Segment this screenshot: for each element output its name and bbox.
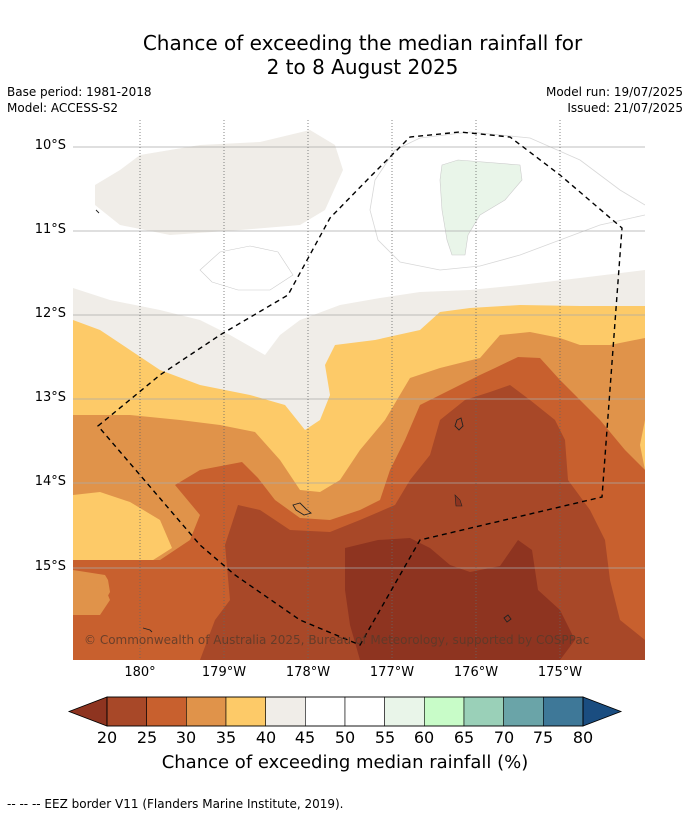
lat-label: 11°S — [34, 222, 66, 237]
model-run-text: Model run: 19/07/2025 — [545, 85, 683, 99]
eez-border — [97, 131, 623, 646]
colorbar-tick-label: 75 — [532, 728, 554, 747]
colorbar-tick-label: 20 — [96, 728, 118, 747]
colorbar-tick-label: 70 — [493, 728, 515, 747]
issued-text: Issued: 21/07/2025 — [567, 101, 683, 115]
colorbar-tick-label: 50 — [334, 728, 356, 747]
model-text: Model: ACCESS-S2 — [7, 101, 119, 115]
colorbar-under-arrow — [67, 696, 108, 727]
contour-55-line-2 — [369, 179, 645, 271]
contour-30-35-corner — [73, 585, 110, 615]
contour-40-45-north — [95, 130, 343, 235]
colorbar-segment — [463, 696, 504, 727]
colorbar-segment — [543, 696, 584, 727]
lon-label: 180° — [124, 665, 156, 680]
colorbar-segment — [146, 696, 187, 727]
island-outline — [292, 502, 312, 516]
colorbar-segment — [344, 696, 385, 727]
lat-label: 15°S — [34, 559, 66, 574]
colorbar-tick-label: 45 — [294, 728, 316, 747]
map-title-line2: 2 to 8 August 2025 — [266, 55, 459, 79]
lon-label: 175°W — [537, 665, 583, 680]
contour-45-50-hole — [199, 245, 294, 291]
map-title: Chance of exceeding the median rainfall … — [0, 31, 690, 79]
contour-35-40-east — [640, 420, 645, 470]
colorbar-title: Chance of exceeding median rainfall (%) — [161, 752, 529, 773]
island-outline — [142, 627, 153, 633]
colorbar-tick-label: 40 — [255, 728, 277, 747]
lon-label: 177°W — [369, 665, 415, 680]
island-outline — [454, 417, 464, 431]
colorbar-tick-label: 65 — [453, 728, 475, 747]
lat-label: 12°S — [34, 306, 66, 321]
map-plot-area — [73, 120, 645, 660]
copyright-notice: © Commonwealth of Australia 2025, Bureau… — [84, 633, 590, 647]
map-title-line1: Chance of exceeding the median rainfall … — [142, 31, 583, 55]
colorbar-frame — [106, 696, 584, 727]
colorbar-segments — [106, 696, 584, 727]
colorbar-tick-label: 25 — [136, 728, 158, 747]
colorbar-tick-label: 80 — [572, 728, 594, 747]
lon-label: 179°W — [201, 665, 247, 680]
contour-35-40-pocket — [73, 492, 172, 568]
latitude-gridlines — [73, 146, 645, 569]
base-period-text: Base period: 1981-2018 — [7, 85, 152, 99]
lon-label: 176°W — [453, 665, 499, 680]
colorbar-segment — [503, 696, 544, 727]
lat-label: 13°S — [34, 390, 66, 405]
lat-label: 14°S — [34, 474, 66, 489]
island-outline — [454, 494, 463, 507]
colorbar-tick-label: 55 — [374, 728, 396, 747]
meta-left: Base period: 1981-2018 Model: ACCESS-S2 — [7, 84, 152, 116]
eez-legend-footer: -- -- -- EEZ border V11 (Flanders Marine… — [7, 797, 344, 811]
lat-label: 10°S — [34, 138, 66, 153]
contour-below-20 — [345, 538, 575, 660]
lon-label: 178°W — [285, 665, 331, 680]
colorbar-segment — [424, 696, 465, 727]
meta-right: Model run: 19/07/2025 Issued: 21/07/2025 — [546, 84, 683, 116]
colorbar-segment — [225, 696, 266, 727]
colorbar-tick-label: 35 — [215, 728, 237, 747]
colorbar-segment — [384, 696, 425, 727]
island-outline — [95, 209, 100, 214]
island-outline — [503, 614, 512, 623]
colorbar-segment — [265, 696, 306, 727]
colorbar-tick-label: 30 — [175, 728, 197, 747]
colorbar-over-arrow — [582, 696, 623, 727]
longitude-gridlines — [139, 120, 561, 660]
colorbar — [67, 696, 623, 727]
colorbar-tick-label: 60 — [413, 728, 435, 747]
colorbar-segment — [186, 696, 227, 727]
colorbar-segment — [305, 696, 346, 727]
colorbar-segment — [106, 696, 147, 727]
